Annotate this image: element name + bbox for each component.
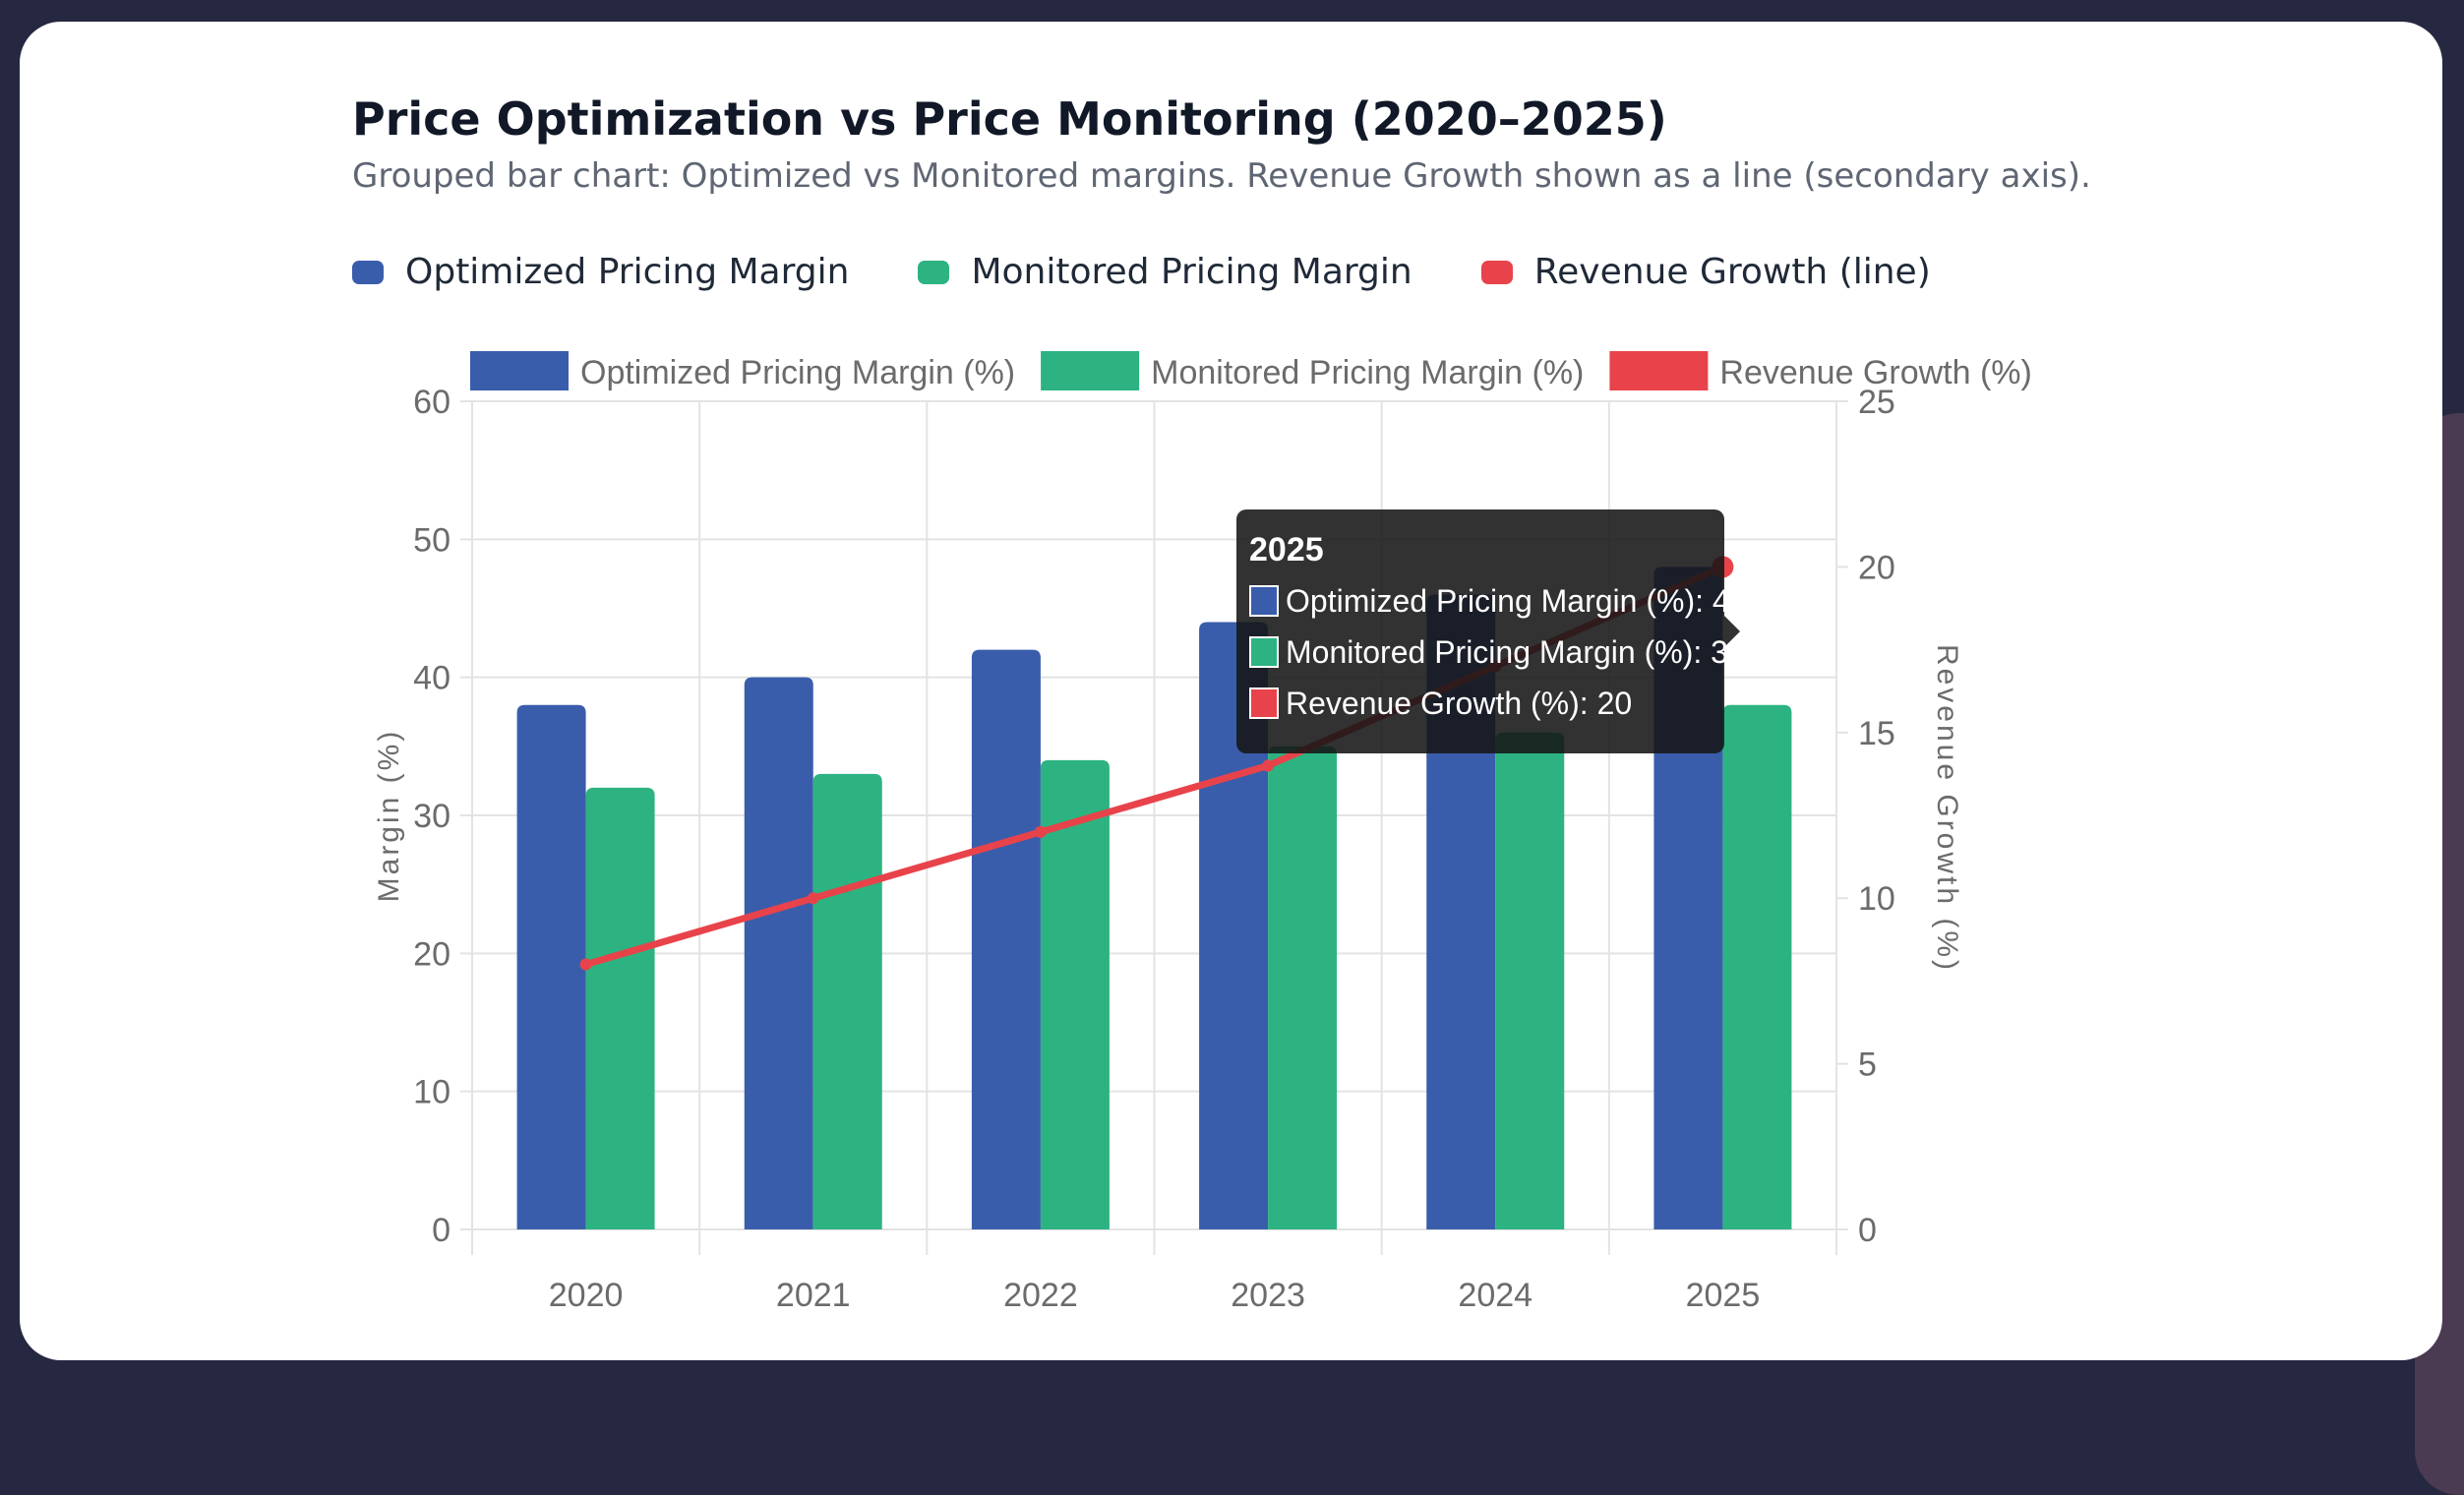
chart-card: Price Optimization vs Price Monitoring (… <box>20 22 2442 1360</box>
y-tick-label: 50 <box>413 521 451 559</box>
y-tick-label: 10 <box>413 1074 451 1111</box>
legend-item-monitored[interactable]: Monitored Pricing Margin <box>918 252 1412 292</box>
tooltip-title: 2025 <box>1249 531 1324 568</box>
y2-axis-title: Revenue Growth (%) <box>1931 644 1963 973</box>
chart-legend-label-1: Monitored Pricing Margin (%) <box>1151 354 1584 391</box>
tooltip-swatch <box>1249 585 1279 617</box>
y-tick-label: 20 <box>413 935 451 973</box>
tooltip-swatch <box>1249 688 1279 719</box>
y-tick-label: 30 <box>413 798 451 835</box>
y2-tick-label: 25 <box>1858 384 1895 421</box>
bar-monitored-2020[interactable] <box>585 787 655 1229</box>
chart-legend-swatch-2 <box>1609 351 1709 390</box>
x-tick-label: 2021 <box>776 1277 851 1314</box>
tooltip-line: Revenue Growth (%): 20 <box>1286 686 1632 721</box>
y-axis-title: Margin (%) <box>373 729 405 903</box>
tooltip-caret <box>1724 616 1740 647</box>
revenue-point-2023[interactable] <box>1262 759 1275 772</box>
y2-tick-label: 20 <box>1858 549 1895 586</box>
legend-item-revenue[interactable]: Revenue Growth (line) <box>1480 252 1931 292</box>
bar-monitored-2022[interactable] <box>1040 759 1110 1229</box>
legend-swatch-optimized <box>352 260 384 284</box>
legend-label-optimized: Optimized Pricing Margin <box>405 252 850 292</box>
bar-optimized-2022[interactable] <box>971 649 1041 1229</box>
chart-legend-swatch-1 <box>1041 351 1140 390</box>
y2-tick-label: 10 <box>1858 880 1895 918</box>
bar-monitored-2023[interactable] <box>1268 746 1338 1229</box>
chart-legend-swatch-0 <box>470 351 569 390</box>
x-tick-label: 2022 <box>1003 1277 1078 1314</box>
legend-swatch-revenue <box>1480 260 1513 284</box>
legend-label-monitored: Monitored Pricing Margin <box>971 252 1412 292</box>
custom-legend: Optimized Pricing Margin Monitored Prici… <box>352 252 2000 292</box>
x-tick-label: 2020 <box>549 1277 624 1314</box>
bar-optimized-2020[interactable] <box>516 704 586 1229</box>
chart-legend-label-2: Revenue Growth (%) <box>1719 354 2031 391</box>
y2-tick-label: 15 <box>1858 715 1895 752</box>
tooltip: 2025 Optimized Pricing Margin (%): 48 Moni… <box>1236 509 1747 753</box>
revenue-point-2022[interactable] <box>1034 825 1047 838</box>
revenue-point-2021[interactable] <box>807 892 819 905</box>
y2-tick-label: 0 <box>1858 1212 1877 1249</box>
tooltip-line: Monitored Pricing Margin (%): 38 <box>1286 634 1746 670</box>
revenue-point-2020[interactable] <box>579 958 592 971</box>
y-tick-label: 60 <box>413 384 451 421</box>
bar-monitored-2021[interactable] <box>812 773 882 1229</box>
page-title: Price Optimization vs Price Monitoring (… <box>352 92 1667 146</box>
y-tick-label: 40 <box>413 660 451 697</box>
bar-monitored-2025[interactable] <box>1722 704 1792 1229</box>
legend-item-optimized[interactable]: Optimized Pricing Margin <box>352 252 849 292</box>
bar-monitored-2024[interactable] <box>1495 732 1565 1229</box>
x-tick-label: 2025 <box>1686 1277 1761 1314</box>
x-tick-label: 2023 <box>1231 1277 1305 1314</box>
tooltip-line: Optimized Pricing Margin (%): 48 <box>1286 583 1747 619</box>
tooltip-swatch <box>1249 636 1279 668</box>
bar-optimized-2021[interactable] <box>744 677 813 1229</box>
tooltip-box <box>1236 509 1724 753</box>
page-subtitle: Grouped bar chart: Optimized vs Monitore… <box>352 156 2091 196</box>
chart-legend-label-0: Optimized Pricing Margin (%) <box>580 354 1015 391</box>
y-tick-label: 0 <box>432 1212 451 1249</box>
x-tick-label: 2024 <box>1458 1277 1532 1314</box>
legend-swatch-monitored <box>918 260 950 284</box>
legend-label-revenue: Revenue Growth (line) <box>1533 252 1931 292</box>
y2-tick-label: 5 <box>1858 1046 1877 1084</box>
